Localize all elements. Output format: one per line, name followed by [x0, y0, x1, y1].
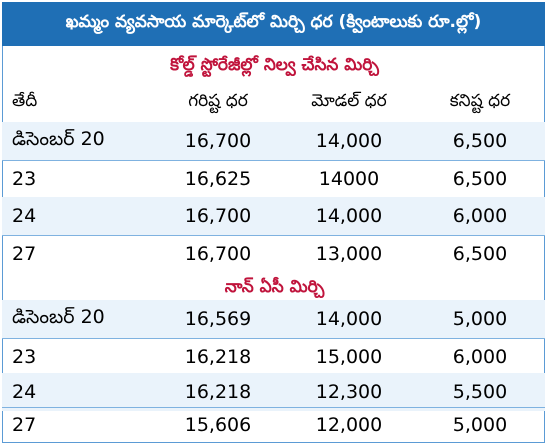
- row-max-price: 16,700: [184, 243, 252, 265]
- row-date: డిసెంబర్ 20: [12, 305, 105, 328]
- row-divider: [2, 235, 545, 236]
- row-min-price: 6,500: [452, 243, 508, 265]
- header-max-price: గరిష్ట ధర: [188, 91, 248, 111]
- row-model-price: 14000: [318, 168, 380, 190]
- section-title-cold-storage: కోల్డ్ స్టోరేజీల్లో నిల్వ చేసిన మిర్చి: [170, 55, 379, 75]
- header-model-price: మోడల్ ధర: [311, 91, 387, 111]
- row-divider: [2, 160, 545, 161]
- row-model-price: 14,000: [315, 130, 383, 152]
- row-divider: [2, 407, 545, 408]
- row-min-price: 6,500: [452, 168, 508, 190]
- header-row: తేదీ గరిష్ట ధర మోడల్ ధర కనిష్ట ధర: [2, 84, 545, 122]
- table-row: 24 16,218 12,300 5,500: [2, 373, 545, 411]
- row-model-price: 14,000: [315, 205, 383, 227]
- table-row: డిసెంబర్ 20 16,569 14,000 5,000: [2, 300, 545, 338]
- row-date: 23: [12, 168, 37, 190]
- row-date: డిసెంబర్ 20: [12, 127, 105, 150]
- row-min-price: 5,000: [452, 414, 508, 436]
- row-divider: [2, 338, 545, 339]
- row-max-price: 15,606: [184, 414, 252, 436]
- table-row: 27 16,700 13,000 6,500: [2, 235, 545, 273]
- row-min-price: 6,500: [452, 130, 508, 152]
- row-min-price: 5,000: [452, 308, 508, 330]
- row-date: 27: [12, 243, 37, 265]
- table-row: 27 15,606 12,000 5,000: [2, 406, 545, 444]
- table-title: ఖమ్మం వ్యవసాయ మార్కెట్‌లో మిర్చి ధర (క్వ…: [2, 2, 545, 46]
- table-row: డిసెంబర్ 20 16,700 14,000 6,500: [2, 122, 545, 160]
- section-title-non-ac: నాన్ ఏసీ మిర్చి: [224, 277, 325, 297]
- row-min-price: 5,500: [452, 381, 508, 403]
- row-date: 24: [12, 205, 37, 227]
- row-model-price: 13,000: [315, 243, 383, 265]
- row-date: 24: [12, 381, 37, 403]
- row-model-price: 14,000: [315, 308, 383, 330]
- row-max-price: 16,700: [184, 130, 252, 152]
- table-row: 23 16,218 15,000 6,000: [2, 338, 545, 376]
- table-row: 24 16,700 14,000 6,000: [2, 197, 545, 235]
- row-min-price: 6,000: [452, 346, 508, 368]
- header-min-price: కనిష్ట ధర: [449, 91, 511, 111]
- row-max-price: 16,218: [184, 346, 252, 368]
- table-row: 23 16,625 14000 6,500: [2, 160, 545, 198]
- row-max-price: 16,625: [184, 168, 252, 190]
- row-date: 23: [12, 346, 37, 368]
- row-date: 27: [12, 414, 37, 436]
- row-max-price: 16,569: [184, 308, 252, 330]
- row-max-price: 16,700: [184, 205, 252, 227]
- row-model-price: 15,000: [315, 346, 383, 368]
- row-model-price: 12,000: [315, 414, 383, 436]
- row-model-price: 12,300: [315, 381, 383, 403]
- header-date: తేదీ: [12, 91, 38, 111]
- row-max-price: 16,218: [184, 381, 252, 403]
- row-min-price: 6,000: [452, 205, 508, 227]
